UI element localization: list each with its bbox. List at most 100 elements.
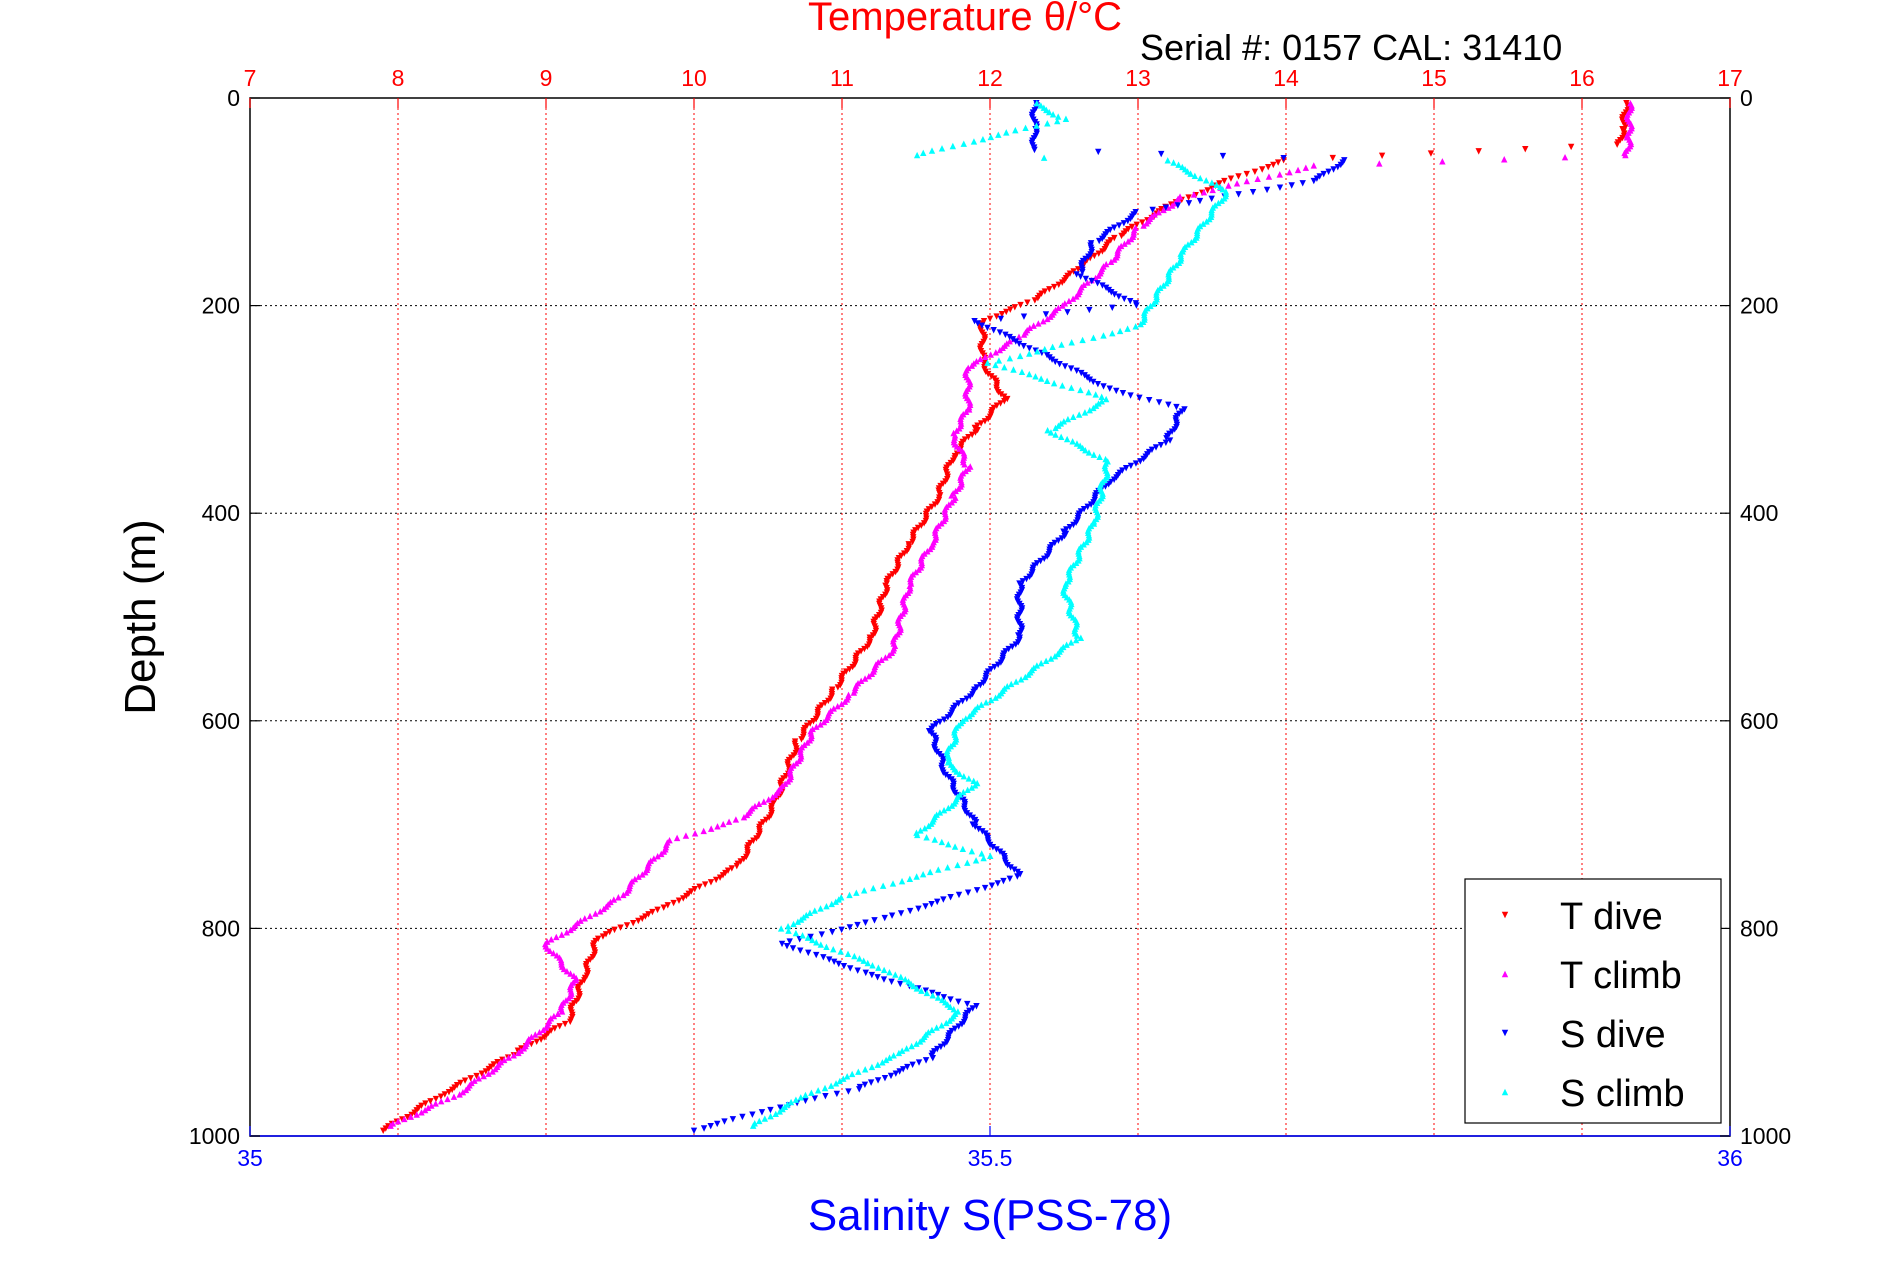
data-point — [461, 1077, 469, 1084]
data-point — [984, 359, 991, 366]
data-point — [1243, 170, 1250, 178]
data-point — [1108, 289, 1115, 296]
data-point — [1051, 283, 1058, 291]
data-point — [1152, 444, 1160, 451]
data-point — [1124, 238, 1132, 245]
data-point — [1225, 182, 1232, 189]
data-point — [690, 1127, 698, 1135]
data-point — [1106, 385, 1113, 392]
data-point — [960, 140, 967, 147]
data-point — [1047, 429, 1055, 436]
data-point — [1026, 573, 1033, 581]
data-point — [1090, 451, 1098, 458]
data-point — [1044, 120, 1051, 127]
data-point — [1120, 220, 1128, 227]
data-point — [712, 876, 720, 884]
data-point — [1055, 281, 1062, 289]
data-point — [908, 1042, 915, 1050]
data-point — [660, 904, 667, 911]
data-point — [955, 1023, 962, 1030]
data-point — [1288, 182, 1295, 189]
data-point — [967, 693, 974, 700]
data-point — [1254, 175, 1261, 183]
data-point — [1191, 172, 1199, 180]
data-point — [1184, 241, 1192, 248]
data-point — [784, 922, 792, 930]
data-point — [978, 850, 985, 857]
data-point — [611, 926, 618, 934]
data-point — [1017, 676, 1025, 683]
data-point — [1196, 197, 1204, 205]
data-point — [1143, 220, 1150, 227]
data-point — [1075, 411, 1083, 418]
data-point — [923, 834, 930, 841]
data-point — [642, 868, 649, 876]
data-point — [861, 1081, 869, 1089]
data-point — [432, 1100, 439, 1107]
data-point — [650, 855, 658, 862]
data-point — [1059, 279, 1066, 286]
data-point — [1085, 389, 1092, 396]
data-point — [743, 811, 751, 819]
data-point — [1080, 505, 1088, 513]
data-point — [995, 357, 1003, 364]
temperature-tick-label: 13 — [1125, 65, 1151, 91]
data-point — [1475, 148, 1482, 155]
data-point — [1567, 143, 1575, 151]
data-point — [861, 645, 868, 653]
data-point — [550, 949, 557, 957]
data-point — [1090, 334, 1097, 341]
series-layer — [380, 99, 1635, 1135]
data-point — [862, 1066, 869, 1073]
data-point — [964, 1000, 971, 1008]
data-point — [1140, 455, 1147, 463]
data-point — [1057, 433, 1065, 441]
data-point — [1047, 313, 1054, 320]
depth-tick-label-right: 0 — [1740, 85, 1753, 111]
data-point — [996, 329, 1004, 336]
data-point — [918, 987, 925, 994]
data-point — [936, 809, 944, 816]
data-point — [664, 902, 671, 909]
data-point — [1169, 202, 1176, 209]
temperature-tick-label: 16 — [1569, 65, 1595, 91]
data-point — [658, 850, 665, 858]
data-point — [551, 1025, 558, 1032]
data-point — [996, 848, 1004, 855]
data-point — [691, 885, 698, 893]
data-point — [418, 1102, 425, 1110]
data-point — [1062, 115, 1070, 122]
data-point — [1037, 375, 1045, 382]
data-point — [1280, 155, 1287, 162]
data-point — [1077, 386, 1084, 394]
data-point — [943, 1019, 950, 1027]
data-point — [467, 1075, 474, 1082]
data-point — [1127, 392, 1134, 399]
legend-items: T dive T climb S dive S climb — [1501, 896, 1685, 1115]
data-point — [963, 695, 970, 703]
data-point — [760, 798, 768, 805]
data-point — [1086, 376, 1094, 383]
data-point — [898, 1047, 906, 1054]
data-point — [1187, 170, 1194, 177]
data-point — [1018, 368, 1026, 375]
data-point — [963, 810, 971, 817]
data-point — [881, 914, 888, 922]
data-point — [1043, 553, 1051, 560]
data-point — [639, 871, 646, 878]
data-point — [886, 1054, 893, 1061]
data-point — [1059, 382, 1066, 389]
data-point — [1019, 578, 1027, 585]
data-point — [987, 133, 995, 141]
data-point — [1012, 338, 1019, 345]
data-point — [904, 1063, 911, 1071]
data-point — [823, 943, 830, 951]
data-point — [1082, 446, 1089, 454]
data-point — [1185, 194, 1192, 201]
data-point — [673, 834, 681, 842]
data-point — [1299, 180, 1306, 187]
data-point — [995, 692, 1003, 699]
data-point — [428, 1102, 435, 1109]
data-point — [691, 830, 699, 837]
data-point — [533, 1038, 540, 1046]
